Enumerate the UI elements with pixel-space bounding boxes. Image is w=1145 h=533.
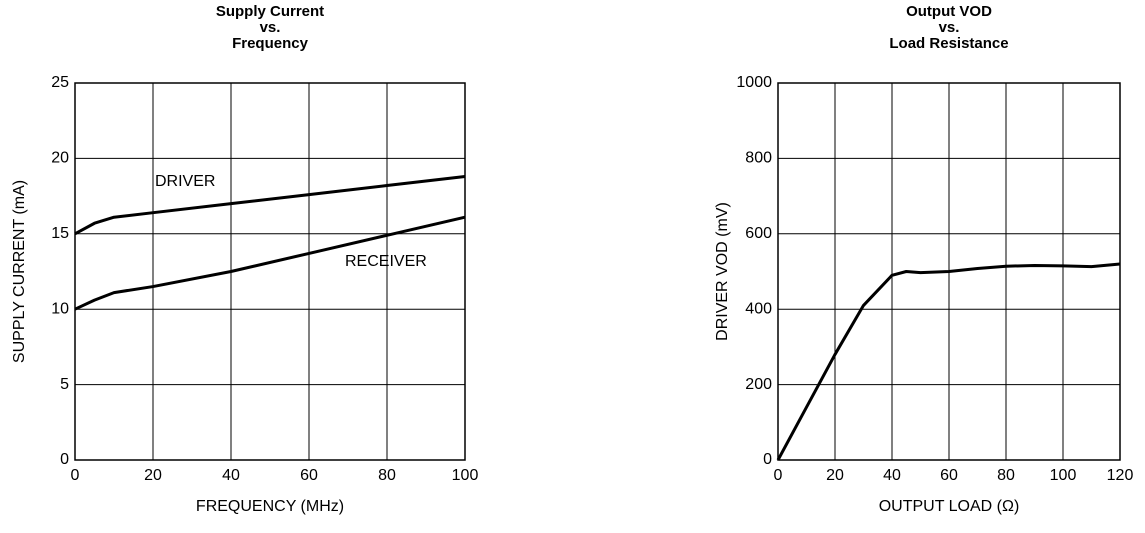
x-tick-label: 0 (774, 467, 783, 484)
x-tick-label: 20 (144, 467, 162, 484)
series-label: RECEIVER (345, 253, 427, 270)
y-tick-label: 200 (745, 376, 772, 393)
y-tick-label: 0 (763, 451, 772, 468)
y-tick-label: 600 (745, 225, 772, 242)
y-tick-label: 800 (745, 150, 772, 167)
y-tick-label: 5 (60, 376, 69, 393)
plot-frame (777, 82, 1121, 461)
data-line (74, 175, 466, 236)
data-line (776, 262, 1121, 461)
x-tick-label: 120 (1107, 467, 1134, 484)
x-tick-label: 80 (378, 467, 396, 484)
x-tick-label: 20 (826, 467, 844, 484)
chart-title: vs. (260, 19, 281, 36)
y-axis-label: SUPPLY CURRENT (mA) (11, 180, 28, 363)
y-tick-label: 25 (51, 74, 69, 91)
y-tick-label: 1000 (736, 74, 772, 91)
x-tick-label: 0 (71, 467, 80, 484)
chart-title: Supply Current (216, 3, 324, 20)
x-axis-label: FREQUENCY (MHz) (196, 498, 344, 515)
y-tick-label: 15 (51, 225, 69, 242)
x-axis-label: OUTPUT LOAD (Ω) (879, 498, 1020, 515)
x-tick-label: 80 (997, 467, 1015, 484)
y-tick-label: 400 (745, 300, 772, 317)
x-tick-label: 60 (300, 467, 318, 484)
chart-title: Load Resistance (889, 35, 1008, 52)
y-axis-label: DRIVER VOD (mV) (714, 202, 731, 341)
plot-frame (74, 82, 466, 461)
chart-title: Frequency (232, 35, 309, 52)
y-tick-label: 20 (51, 150, 69, 167)
x-tick-label: 60 (940, 467, 958, 484)
y-tick-label: 0 (60, 451, 69, 468)
x-tick-label: 40 (883, 467, 901, 484)
data-line (74, 215, 466, 311)
x-tick-label: 100 (1050, 467, 1077, 484)
chart-title: Output VOD (906, 3, 992, 20)
y-tick-label: 10 (51, 300, 69, 317)
x-tick-label: 40 (222, 467, 240, 484)
chart-title: vs. (939, 19, 960, 36)
series-label: DRIVER (155, 173, 215, 190)
x-tick-label: 100 (452, 467, 479, 484)
